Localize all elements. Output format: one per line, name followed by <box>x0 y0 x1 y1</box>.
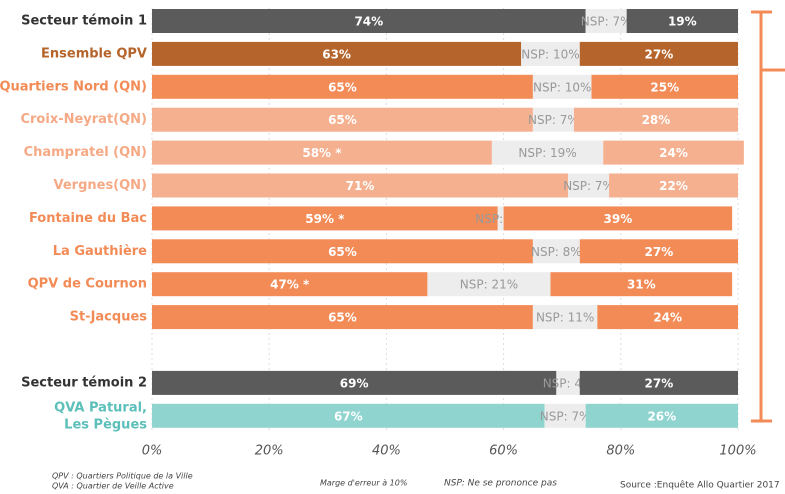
x-tick-label: 0% <box>142 444 163 459</box>
value-label: 27% <box>645 47 674 61</box>
bar-segment <box>573 107 738 132</box>
bar-segment <box>152 403 545 428</box>
value-label: 67% <box>334 409 363 423</box>
bar-segment <box>152 173 569 198</box>
bar-segment <box>152 370 557 395</box>
category-label: Vergnes(QN) <box>53 178 147 193</box>
bar-segment <box>152 206 498 231</box>
value-label: 65% <box>328 245 357 259</box>
value-label: 39% <box>604 212 633 226</box>
nsp-segment <box>532 305 598 330</box>
nsp-segment <box>521 41 580 66</box>
value-label: 25% <box>650 80 679 94</box>
bar-segment <box>609 173 738 198</box>
value-label: NSP: 21% <box>460 278 518 292</box>
bar-segment <box>591 74 738 99</box>
note: Source :Enquête Allo Quartier 2017 <box>620 480 780 491</box>
value-label: 22% <box>659 179 688 193</box>
value-label: NSP: 10% <box>533 80 591 94</box>
category-label: Fontaine du Bac <box>29 211 147 226</box>
value-label: 28% <box>642 113 671 127</box>
nsp-segment <box>497 206 504 231</box>
value-label: 69% <box>340 376 369 390</box>
value-label: NSP: 19% <box>518 146 576 160</box>
value-label: 63% <box>322 47 351 61</box>
value-label: 19% <box>668 15 697 29</box>
bar-segment <box>152 41 522 66</box>
x-tick-label: 40% <box>372 444 401 459</box>
value-label: 71% <box>346 179 375 193</box>
bar-segment <box>152 107 533 132</box>
bar-segment <box>626 9 738 33</box>
nsp-segment <box>491 140 604 165</box>
value-label: NSP: 8% <box>531 245 582 259</box>
value-label: 65% <box>328 80 357 94</box>
value-label: 26% <box>647 409 676 423</box>
nsp-segment <box>532 107 574 132</box>
nsp-segment <box>556 370 580 395</box>
value-label: NSP: 10% <box>521 47 579 61</box>
bar-segment <box>152 9 586 33</box>
x-tick-label: 80% <box>606 444 635 459</box>
value-label: 65% <box>328 311 357 325</box>
value-label: 31% <box>627 278 656 292</box>
value-label: 74% <box>354 15 383 29</box>
bar-segment <box>597 305 738 330</box>
category-label: St-Jacques <box>70 310 148 325</box>
value-label: NSP: 11% <box>536 311 594 325</box>
nsp-segment <box>427 272 551 297</box>
category-label: Secteur témoin 1 <box>21 14 147 29</box>
bar-segment <box>503 206 733 231</box>
category-label: Champratel (QN) <box>24 145 147 160</box>
value-label: 47% * <box>270 278 310 292</box>
x-tick-label: 20% <box>255 444 284 459</box>
bar-segment <box>152 140 492 165</box>
category-label: Ensemble QPV <box>41 46 147 61</box>
bar-segment <box>152 74 533 99</box>
nsp-segment <box>585 9 627 33</box>
value-label: NSP: 7% <box>540 409 591 423</box>
bar-segment <box>152 239 533 264</box>
value-label: 59% * <box>305 212 345 226</box>
nsp-segment <box>532 239 580 264</box>
category-label: Quartiers Nord (QN) <box>0 79 147 94</box>
note: QPV : Quartiers Politique de la Ville <box>52 472 193 481</box>
x-tick-label: 60% <box>489 444 518 459</box>
value-label: NSP: 7% <box>563 179 614 193</box>
bracket <box>751 10 785 423</box>
bar-segment <box>579 239 738 264</box>
bar-segment <box>585 403 738 428</box>
note: NSP: Ne se prononce pas <box>444 479 557 489</box>
category-label: Croix-Neyrat(QN) <box>20 112 147 127</box>
note: QVA : Quartier de Veille Active <box>52 482 174 491</box>
value-label: NSP: 7% <box>528 113 579 127</box>
value-label: 58% * <box>302 146 342 160</box>
nsp-segment <box>544 403 586 428</box>
bar-segment <box>152 272 428 297</box>
nsp-segment <box>532 74 592 99</box>
category-label: Les Pègues <box>64 417 147 432</box>
value-label: 24% <box>653 311 682 325</box>
category-label: Secteur témoin 2 <box>21 375 147 390</box>
category-label: QPV de Cournon <box>28 277 147 292</box>
value-label: 65% <box>328 113 357 127</box>
bar-segment <box>152 305 533 330</box>
value-label: 24% <box>659 146 688 160</box>
value-label: NSP: 7% <box>581 15 632 29</box>
bar-segment <box>579 370 738 395</box>
category-label: La Gauthière <box>53 244 147 259</box>
category-label: QVA Patural, <box>54 400 147 415</box>
bar-segment <box>603 140 744 165</box>
value-label: 27% <box>645 245 674 259</box>
note: Marge d'erreur à 10% <box>320 479 407 488</box>
nsp-segment <box>568 173 610 198</box>
bar-segment <box>550 272 733 297</box>
value-label: 27% <box>645 376 674 390</box>
bar-segment <box>579 41 738 66</box>
x-tick-label: 100% <box>719 444 756 459</box>
